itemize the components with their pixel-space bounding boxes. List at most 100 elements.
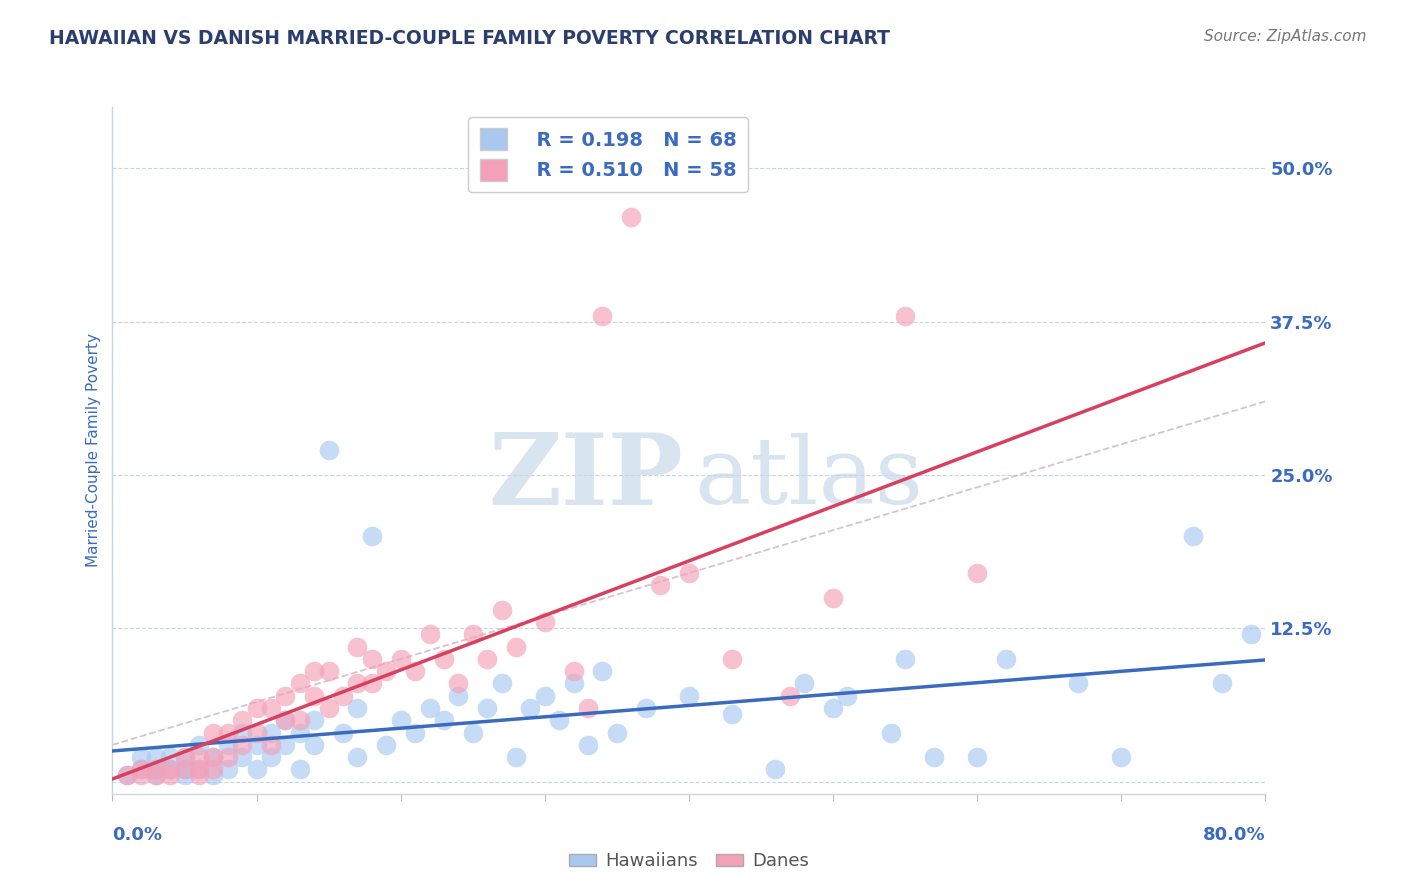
Point	[346, 750, 368, 764]
Point	[173, 762, 195, 776]
Point	[648, 578, 672, 592]
Point	[318, 664, 340, 679]
Point	[519, 701, 541, 715]
Text: HAWAIIAN VS DANISH MARRIED-COUPLE FAMILY POVERTY CORRELATION CHART: HAWAIIAN VS DANISH MARRIED-COUPLE FAMILY…	[49, 29, 890, 47]
Point	[231, 725, 253, 739]
Point	[260, 701, 283, 715]
Point	[217, 725, 239, 739]
Point	[966, 566, 988, 580]
Point	[304, 689, 326, 703]
Point	[332, 689, 354, 703]
Point	[202, 750, 225, 764]
Point	[447, 676, 470, 690]
Point	[375, 664, 398, 679]
Text: 0.0%: 0.0%	[112, 826, 163, 844]
Point	[1182, 529, 1205, 543]
Point	[592, 309, 614, 323]
Point	[1211, 676, 1233, 690]
Point	[793, 676, 815, 690]
Point	[821, 701, 844, 715]
Point	[173, 762, 195, 776]
Point	[145, 750, 167, 764]
Point	[173, 750, 195, 764]
Point	[779, 689, 801, 703]
Point	[880, 725, 903, 739]
Point	[159, 762, 181, 776]
Point	[304, 714, 326, 728]
Point	[505, 750, 527, 764]
Point	[217, 750, 239, 764]
Point	[274, 714, 297, 728]
Point	[389, 652, 412, 666]
Point	[188, 738, 211, 752]
Point	[318, 443, 340, 458]
Point	[634, 701, 657, 715]
Point	[129, 762, 153, 776]
Point	[620, 211, 643, 225]
Point	[288, 725, 311, 739]
Point	[461, 725, 484, 739]
Point	[231, 738, 253, 752]
Point	[346, 676, 368, 690]
Point	[404, 725, 426, 739]
Point	[419, 627, 441, 641]
Point	[721, 652, 744, 666]
Point	[274, 714, 297, 728]
Point	[375, 738, 398, 752]
Point	[922, 750, 945, 764]
Point	[159, 762, 181, 776]
Point	[678, 566, 700, 580]
Point	[188, 768, 211, 782]
Point	[475, 652, 498, 666]
Text: Source: ZipAtlas.com: Source: ZipAtlas.com	[1204, 29, 1367, 44]
Point	[231, 714, 253, 728]
Point	[145, 768, 167, 782]
Text: ZIP: ZIP	[488, 429, 683, 526]
Point	[678, 689, 700, 703]
Point	[245, 738, 267, 752]
Point	[332, 725, 354, 739]
Point	[188, 762, 211, 776]
Point	[360, 676, 382, 690]
Text: atlas: atlas	[695, 433, 924, 523]
Point	[245, 762, 267, 776]
Point	[188, 762, 211, 776]
Point	[159, 768, 181, 782]
Point	[562, 664, 585, 679]
Point	[304, 738, 326, 752]
Point	[260, 738, 283, 752]
Point	[245, 701, 267, 715]
Point	[129, 768, 153, 782]
Point	[245, 725, 267, 739]
Point	[202, 725, 225, 739]
Point	[360, 652, 382, 666]
Text: 80.0%: 80.0%	[1202, 826, 1265, 844]
Point	[475, 701, 498, 715]
Point	[129, 750, 153, 764]
Point	[1240, 627, 1263, 641]
Point	[217, 762, 239, 776]
Point	[304, 664, 326, 679]
Point	[533, 615, 555, 630]
Point	[145, 762, 167, 776]
Point	[533, 689, 555, 703]
Point	[491, 676, 513, 690]
Point	[145, 762, 167, 776]
Point	[562, 676, 585, 690]
Point	[447, 689, 470, 703]
Point	[548, 714, 571, 728]
Point	[202, 762, 225, 776]
Point	[576, 701, 599, 715]
Point	[576, 738, 599, 752]
Point	[115, 768, 138, 782]
Point	[360, 529, 382, 543]
Point	[491, 603, 513, 617]
Point	[115, 768, 138, 782]
Point	[274, 689, 297, 703]
Point	[404, 664, 426, 679]
Point	[202, 750, 225, 764]
Point	[433, 652, 456, 666]
Y-axis label: Married-Couple Family Poverty: Married-Couple Family Poverty	[86, 334, 101, 567]
Point	[821, 591, 844, 605]
Point	[1111, 750, 1133, 764]
